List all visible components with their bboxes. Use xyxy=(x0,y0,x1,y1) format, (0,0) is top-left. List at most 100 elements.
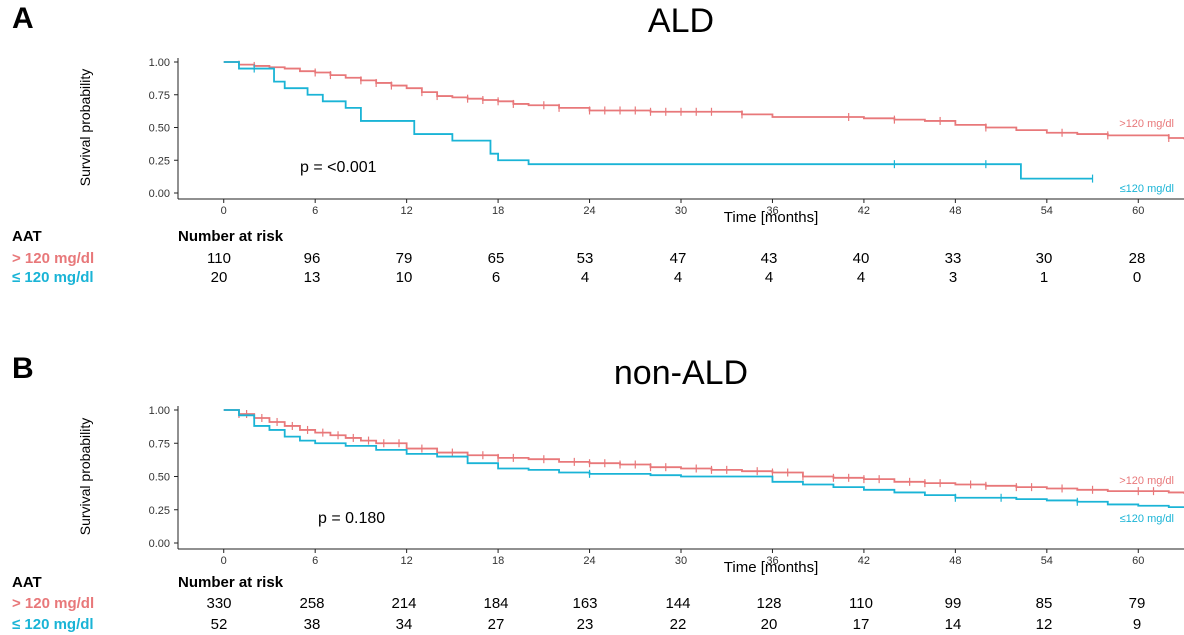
y-tick-label: 0.25 xyxy=(149,155,170,167)
risk-value: 30 xyxy=(1036,250,1053,267)
risk-value: 65 xyxy=(488,250,505,267)
risk-table-group-header: AAT xyxy=(12,574,42,591)
x-tick-label: 0 xyxy=(221,205,227,217)
risk-value: 3 xyxy=(949,269,957,286)
risk-value: 53 xyxy=(577,250,594,267)
x-tick-label: 6 xyxy=(312,555,318,567)
x-tick-label: 60 xyxy=(1132,555,1144,567)
risk-value: 34 xyxy=(396,616,413,633)
x-tick-label: 54 xyxy=(1041,205,1053,217)
risk-value: 40 xyxy=(853,250,870,267)
risk-value: 17 xyxy=(853,616,870,633)
risk-value: 96 xyxy=(304,250,321,267)
risk-value: 20 xyxy=(761,616,778,633)
survival-curve-high xyxy=(223,61,1184,140)
risk-value: 14 xyxy=(945,616,962,633)
x-axis-title: Time [months] xyxy=(724,559,818,576)
survival-curve-low xyxy=(223,61,1093,180)
panel-label: A xyxy=(12,2,34,35)
risk-value: 110 xyxy=(849,595,873,612)
risk-value: 4 xyxy=(674,269,682,286)
y-axis-title: Survival probability xyxy=(77,69,93,187)
x-tick-label: 30 xyxy=(675,205,687,217)
x-tick-label: 12 xyxy=(401,205,413,217)
x-tick-label: 12 xyxy=(401,555,413,567)
x-tick-label: 54 xyxy=(1041,555,1053,567)
x-tick-label: 60 xyxy=(1132,205,1144,217)
risk-value: 43 xyxy=(761,250,778,267)
risk-row-label: ≤ 120 mg/dl xyxy=(12,616,94,633)
p-value: p = <0.001 xyxy=(300,159,377,176)
x-tick-label: 42 xyxy=(858,205,870,217)
risk-value: 12 xyxy=(1036,616,1053,633)
risk-value: 79 xyxy=(396,250,413,267)
survival-curve-high xyxy=(223,409,1184,494)
x-tick-label: 18 xyxy=(492,555,504,567)
risk-value: 110 xyxy=(207,250,231,267)
risk-value: 27 xyxy=(488,616,505,633)
x-axis-title: Time [months] xyxy=(724,209,818,226)
risk-value: 20 xyxy=(211,269,228,286)
x-tick-label: 42 xyxy=(858,555,870,567)
risk-value: 4 xyxy=(765,269,773,286)
x-tick-label: 48 xyxy=(949,205,961,217)
y-tick-label: 1.00 xyxy=(149,405,170,417)
risk-value: 22 xyxy=(670,616,687,633)
x-tick-label: 0 xyxy=(221,555,227,567)
risk-value: 79 xyxy=(1129,595,1146,612)
y-tick-label: 0.50 xyxy=(149,123,170,135)
risk-value: 330 xyxy=(206,595,231,612)
risk-value: 23 xyxy=(577,616,594,633)
y-tick-label: 0.75 xyxy=(149,438,170,450)
risk-row-label: ≤ 120 mg/dl xyxy=(12,269,94,286)
y-tick-label: 0.75 xyxy=(149,90,170,102)
chart-title: ALD xyxy=(648,2,714,40)
risk-value: 85 xyxy=(1036,595,1053,612)
y-tick-label: 0.00 xyxy=(149,538,170,550)
risk-value: 13 xyxy=(304,269,321,286)
risk-value: 258 xyxy=(299,595,324,612)
risk-row-label: > 120 mg/dl xyxy=(12,250,94,267)
x-tick-label: 36 xyxy=(766,555,778,567)
risk-row-label: > 120 mg/dl xyxy=(12,595,94,612)
y-tick-label: 0.00 xyxy=(149,188,170,200)
risk-value: 144 xyxy=(665,595,690,612)
risk-value: 184 xyxy=(483,595,508,612)
risk-value: 99 xyxy=(945,595,962,612)
survival-curve-low xyxy=(223,409,1184,508)
risk-table-group-header: AAT xyxy=(12,228,42,245)
x-tick-label: 24 xyxy=(583,555,595,567)
series-label-high: >120 mg/dl xyxy=(1119,118,1174,130)
risk-value: 4 xyxy=(581,269,589,286)
x-tick-label: 24 xyxy=(583,205,595,217)
y-axis-title: Survival probability xyxy=(77,418,93,536)
risk-value: 163 xyxy=(572,595,597,612)
x-tick-label: 6 xyxy=(312,205,318,217)
risk-value: 128 xyxy=(756,595,781,612)
risk-value: 4 xyxy=(857,269,865,286)
series-label-high: >120 mg/dl xyxy=(1119,475,1174,487)
y-tick-label: 1.00 xyxy=(149,57,170,69)
risk-table-header: Number at risk xyxy=(178,574,284,591)
risk-value: 47 xyxy=(670,250,687,267)
risk-value: 38 xyxy=(304,616,321,633)
risk-value: 214 xyxy=(391,595,416,612)
x-tick-label: 18 xyxy=(492,205,504,217)
p-value: p = 0.180 xyxy=(318,510,385,527)
risk-value: 0 xyxy=(1133,269,1141,286)
risk-value: 9 xyxy=(1133,616,1141,633)
risk-value: 52 xyxy=(211,616,228,633)
x-tick-label: 36 xyxy=(766,205,778,217)
y-tick-label: 0.25 xyxy=(149,505,170,517)
risk-value: 6 xyxy=(492,269,500,286)
risk-table-header: Number at risk xyxy=(178,228,284,245)
risk-value: 33 xyxy=(945,250,962,267)
risk-value: 28 xyxy=(1129,250,1146,267)
panel-label: B xyxy=(12,352,34,385)
risk-value: 1 xyxy=(1040,269,1048,286)
y-tick-label: 0.50 xyxy=(149,472,170,484)
chart-title: non-ALD xyxy=(614,354,748,392)
